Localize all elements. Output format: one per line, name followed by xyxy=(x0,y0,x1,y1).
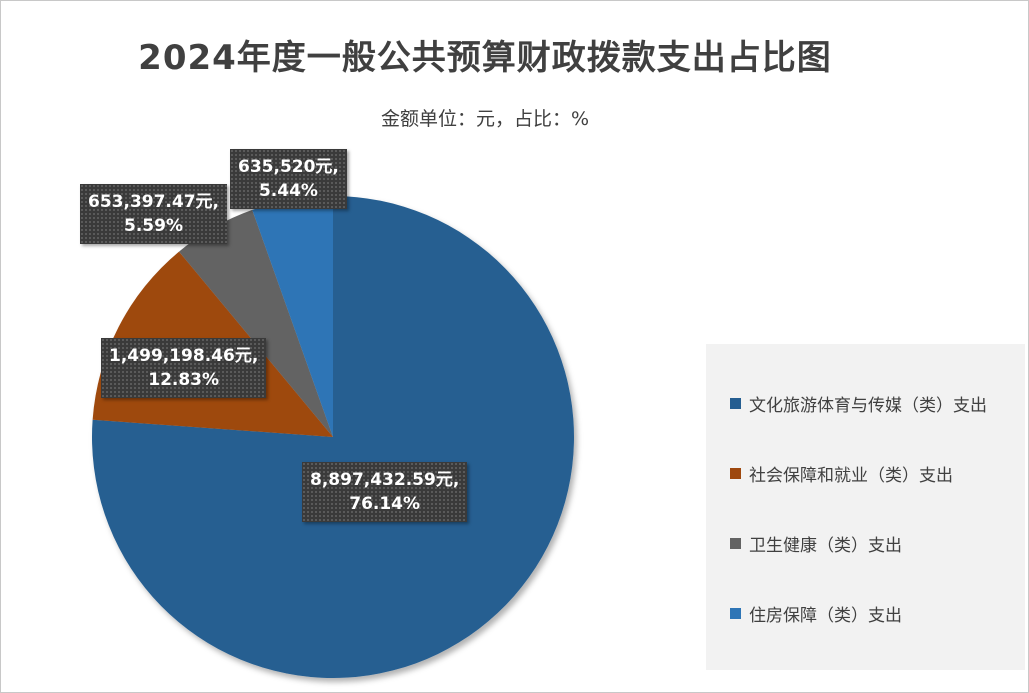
pie-slice-4 xyxy=(252,196,333,437)
data-label-percent: 5.44% xyxy=(258,181,318,201)
data-label-1: 8,897,432.59元, 76.14% xyxy=(302,462,468,522)
data-label-percent: 76.14% xyxy=(349,494,421,514)
legend-item-3: 卫生健康（类）支出 xyxy=(730,532,902,556)
data-label-2: 1,499,198.46元, 12.83% xyxy=(101,338,267,398)
legend-item-1: 文化旅游体育与传媒（类）支出 xyxy=(730,392,987,416)
pie-slice-1 xyxy=(92,196,574,679)
pie-slice-3 xyxy=(179,209,333,437)
data-label-4: 635,520元, 5.44% xyxy=(230,149,347,209)
data-label-value: 635,520元, xyxy=(238,157,339,177)
data-label-value: 8,897,432.59元, xyxy=(310,470,460,490)
chart-subtitle: 金额单位：元，占比：% xyxy=(380,108,590,130)
legend-item-2: 社会保障和就业（类）支出 xyxy=(730,462,953,486)
legend-label: 文化旅游体育与传媒（类）支出 xyxy=(749,395,987,416)
legend-label: 住房保障（类）支出 xyxy=(749,605,902,626)
data-label-3: 653,397.47元, 5.59% xyxy=(80,184,228,244)
legend-label: 卫生健康（类）支出 xyxy=(749,535,902,556)
legend-swatch xyxy=(730,467,741,479)
legend: 文化旅游体育与传媒（类）支出 社会保障和就业（类）支出 卫生健康（类）支出 住房保障（… xyxy=(706,344,1025,670)
legend-label: 社会保障和就业（类）支出 xyxy=(749,465,953,486)
legend-item-4: 住房保障（类）支出 xyxy=(730,602,902,626)
data-label-value: 653,397.47元, xyxy=(88,192,220,212)
chart-title: 2024年度一般公共预算财政拨款支出占比图 xyxy=(138,38,832,78)
data-label-percent: 12.83% xyxy=(148,370,220,390)
data-label-value: 1,499,198.46元, xyxy=(109,346,259,366)
legend-swatch xyxy=(730,537,741,549)
legend-swatch xyxy=(730,397,741,409)
data-label-percent: 5.59% xyxy=(124,216,183,236)
legend-swatch xyxy=(730,607,741,619)
